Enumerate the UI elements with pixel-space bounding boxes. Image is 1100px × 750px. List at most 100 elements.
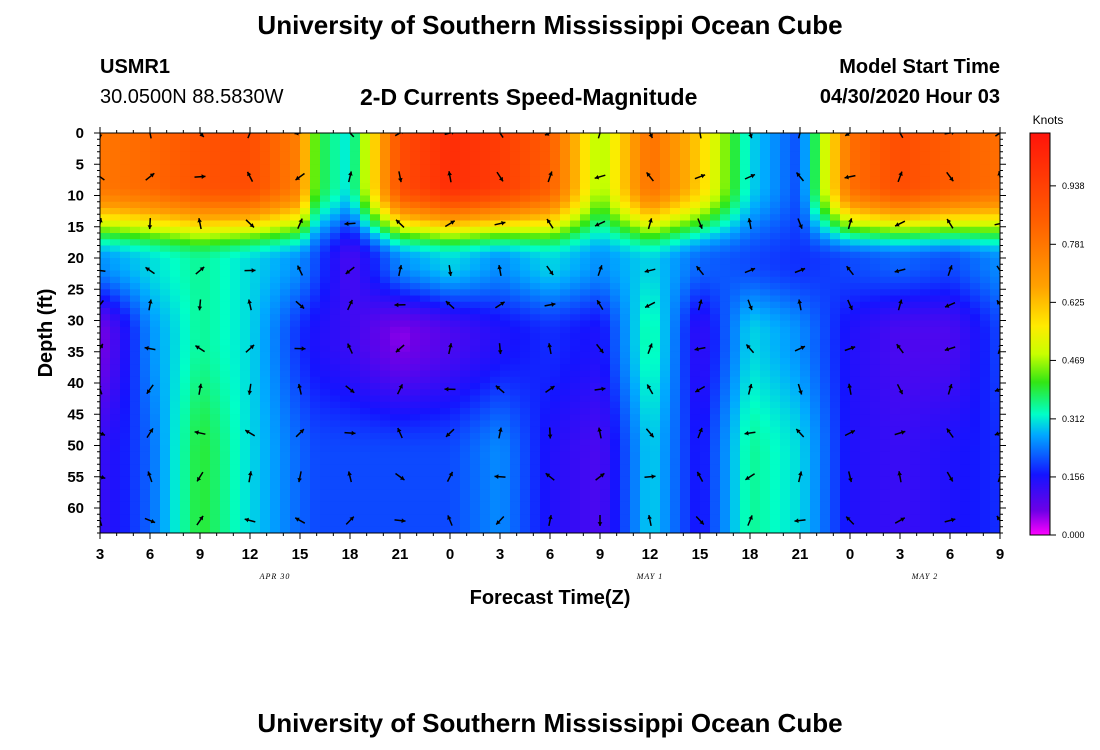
heatmap-cell <box>250 276 261 284</box>
heatmap-cell <box>440 158 451 165</box>
heatmap-cell <box>310 364 321 372</box>
heatmap-cell <box>470 333 481 340</box>
heatmap-cell <box>420 414 431 422</box>
heatmap-cell <box>760 276 771 284</box>
heatmap-cell <box>670 251 681 259</box>
heatmap-cell <box>500 433 511 440</box>
heatmap-cell <box>780 464 791 472</box>
heatmap-cell <box>170 133 181 140</box>
heatmap-cell <box>750 308 761 315</box>
heatmap-cell <box>740 176 751 184</box>
heatmap-cell <box>640 464 651 472</box>
heatmap-cell <box>510 464 521 472</box>
heatmap-cell <box>650 376 661 384</box>
heatmap-cell <box>620 145 631 153</box>
heatmap-cell <box>650 139 661 147</box>
heatmap-cell <box>500 445 511 453</box>
heatmap-cell <box>490 370 501 378</box>
heatmap-cell <box>360 233 371 240</box>
heatmap-cell <box>400 470 411 478</box>
heatmap-cell <box>320 351 331 359</box>
heatmap-cell <box>560 495 571 503</box>
heatmap-cell <box>430 164 441 172</box>
heatmap-cell <box>160 176 171 184</box>
heatmap-cell <box>250 433 261 440</box>
heatmap-cell <box>750 245 761 253</box>
heatmap-cell <box>190 258 201 265</box>
heatmap-cell <box>580 214 591 222</box>
heatmap-cell <box>690 508 701 515</box>
heatmap-cell <box>740 201 751 209</box>
heatmap-cell <box>460 289 471 297</box>
heatmap-cell <box>770 158 781 165</box>
heatmap-cell <box>210 470 221 478</box>
heatmap-cell <box>260 226 271 234</box>
heatmap-cell <box>850 270 861 278</box>
heatmap-cell <box>410 470 421 478</box>
heatmap-cell <box>620 383 631 390</box>
heatmap-cell <box>310 226 321 234</box>
heatmap-cell <box>700 520 711 528</box>
heatmap-cell <box>420 358 431 365</box>
heatmap-cell <box>820 270 831 278</box>
heatmap-cell <box>790 495 801 503</box>
heatmap-cell <box>390 464 401 472</box>
heatmap-cell <box>260 370 271 378</box>
heatmap-cell <box>320 239 331 247</box>
heatmap-cell <box>110 433 121 440</box>
heatmap-cell <box>320 289 331 297</box>
heatmap-cell <box>350 383 361 390</box>
heatmap-cell <box>850 301 861 309</box>
heatmap-cell <box>240 201 251 209</box>
heatmap-cell <box>530 170 541 178</box>
heatmap-cell <box>270 526 281 533</box>
heatmap-cell <box>220 245 231 253</box>
heatmap-cell <box>440 164 451 172</box>
heatmap-cell <box>330 245 341 253</box>
heatmap-cell <box>380 383 391 390</box>
heatmap-cell <box>390 501 401 509</box>
heatmap-cell <box>550 495 561 503</box>
heatmap-cell <box>270 270 281 278</box>
heatmap-cell <box>250 158 261 165</box>
heatmap-cell <box>770 339 781 347</box>
heatmap-cell <box>600 433 611 440</box>
heatmap-cell <box>800 451 811 459</box>
heatmap-cell <box>380 258 391 265</box>
heatmap-cell <box>260 526 271 533</box>
heatmap-cell <box>450 201 461 209</box>
heatmap-cell <box>800 445 811 453</box>
heatmap-cell <box>790 183 801 190</box>
heatmap-cell <box>270 395 281 403</box>
heatmap-cell <box>340 214 351 222</box>
heatmap-cell <box>860 139 871 147</box>
heatmap-cell <box>280 414 291 422</box>
heatmap-cell <box>530 376 541 384</box>
heatmap-cell <box>370 258 381 265</box>
heatmap-cell <box>330 508 341 515</box>
heatmap-cell <box>770 514 781 522</box>
heatmap-cell <box>140 501 151 509</box>
heatmap-cell <box>100 320 111 328</box>
heatmap-cell <box>120 470 131 478</box>
heatmap-cell <box>320 458 331 465</box>
heatmap-cell <box>550 326 561 334</box>
heatmap-cell <box>820 145 831 153</box>
heatmap-cell <box>160 439 171 447</box>
heatmap-cell <box>380 226 391 234</box>
heatmap-cell <box>550 358 561 365</box>
heatmap-cell <box>300 489 311 497</box>
heatmap-cell <box>250 483 261 490</box>
heatmap-cell <box>480 401 491 409</box>
heatmap-cell <box>620 176 631 184</box>
heatmap-cell <box>690 189 701 197</box>
heatmap-cell <box>830 389 841 397</box>
heatmap-cell <box>770 508 781 515</box>
heatmap-cell <box>680 226 691 234</box>
heatmap-cell <box>300 414 311 422</box>
heatmap-cell <box>180 139 191 147</box>
heatmap-cell <box>560 426 571 434</box>
heatmap-cell <box>520 270 531 278</box>
heatmap-cell <box>310 345 321 353</box>
heatmap-cell <box>630 183 641 190</box>
